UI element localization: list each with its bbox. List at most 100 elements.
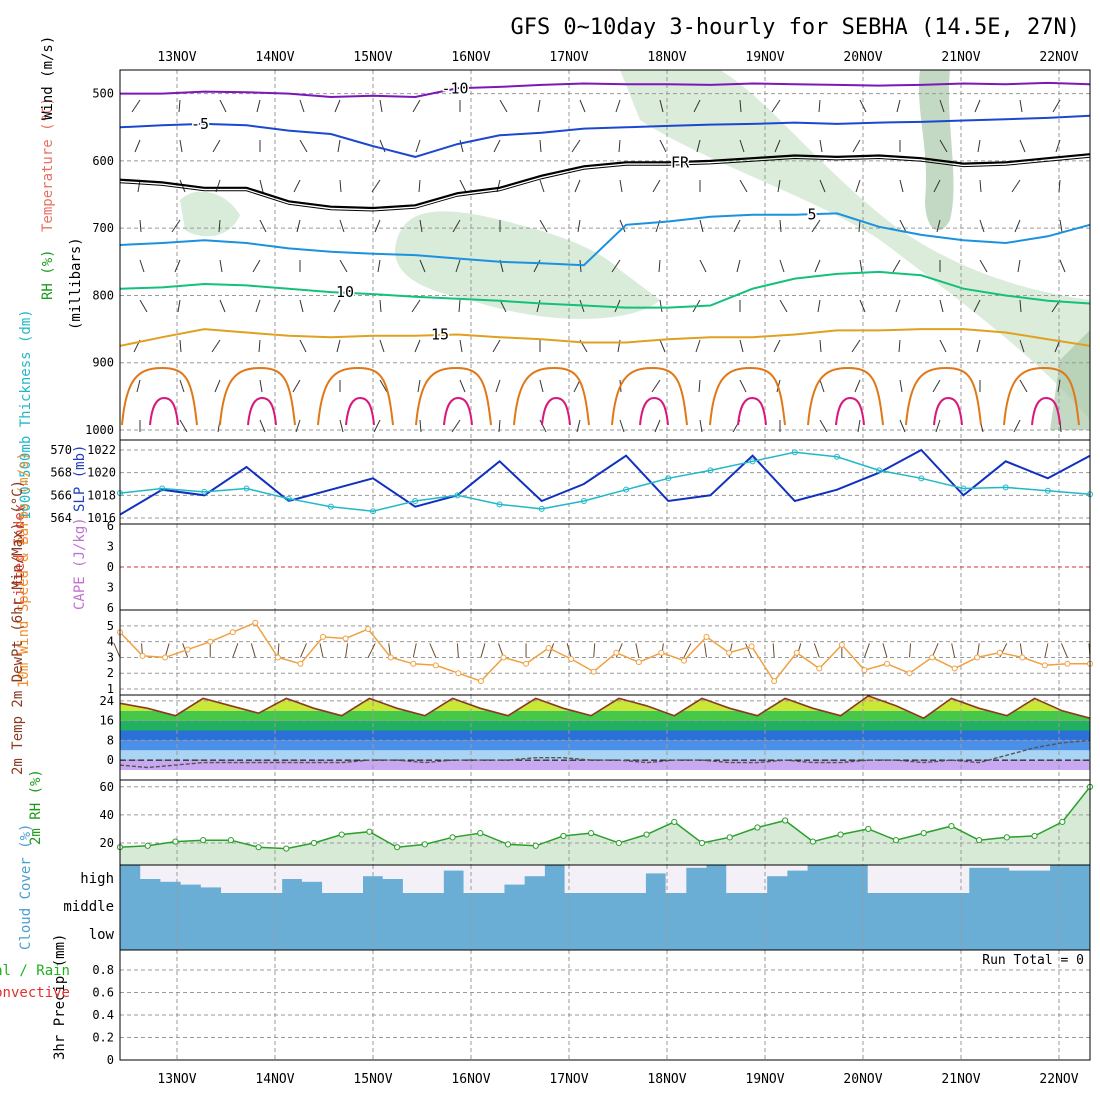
wind10m-ytick: 2 xyxy=(107,666,114,680)
wind-barb xyxy=(977,139,981,153)
wind10m-barb xyxy=(1060,643,1068,658)
wind-barb xyxy=(939,99,945,113)
wind-barb xyxy=(1017,259,1021,273)
rh2m-point xyxy=(1031,832,1038,840)
wind10m-label: 10m Wind Speed & Barbs (m/s) xyxy=(16,452,32,688)
wind10m-point xyxy=(320,633,327,640)
rh2m-point xyxy=(671,818,678,826)
wind-barb xyxy=(819,379,825,393)
wind-barb xyxy=(252,259,261,273)
isotherm-25-line xyxy=(345,396,375,426)
wind-barb xyxy=(211,339,221,353)
wind-barb xyxy=(571,139,581,153)
wind10m-point xyxy=(568,656,575,663)
cloud-high-bar xyxy=(160,865,182,882)
rh-shade xyxy=(620,70,1090,420)
thickness-point xyxy=(665,475,672,482)
wind-barb xyxy=(339,259,348,273)
cloud-ytick: high xyxy=(80,871,114,887)
wind10m-point xyxy=(477,678,484,685)
wind-barb xyxy=(1014,219,1021,233)
wind-barb xyxy=(371,179,381,193)
rh2m-point xyxy=(200,837,207,844)
wind-barb xyxy=(854,379,861,393)
rh2m-point xyxy=(394,844,401,851)
wind-barb xyxy=(774,139,781,153)
cloud-high-bar xyxy=(322,865,343,893)
rh2m-point xyxy=(726,834,733,841)
wind10m-point xyxy=(726,649,733,656)
upper-air-ylabel-wind: Wind (m/s) xyxy=(40,36,56,120)
wind-barb xyxy=(492,339,501,353)
wind-barb xyxy=(1057,379,1061,393)
cloud-high-bar xyxy=(524,865,545,877)
isotherm-label: 10 xyxy=(336,283,354,301)
rh2m-point xyxy=(310,839,318,847)
wind-barb xyxy=(614,299,621,313)
upper-air-ytick: 900 xyxy=(92,356,114,370)
cloud-high-bar xyxy=(1009,865,1030,871)
wind-barb xyxy=(536,299,541,313)
thickness-point xyxy=(960,485,967,492)
wind10m-barb xyxy=(593,643,596,658)
temp2m-ytick: 24 xyxy=(100,694,114,708)
wind-barb xyxy=(659,339,666,353)
wind10m-barb xyxy=(909,643,912,658)
thickness-point xyxy=(580,498,587,504)
cloud-high-bar xyxy=(625,865,646,893)
cloud-label: Cloud Cover (%) xyxy=(18,824,34,950)
rh2m-fill xyxy=(120,786,1090,865)
thickness-point xyxy=(791,449,798,456)
thickness-line xyxy=(119,451,1091,512)
wind10m-point xyxy=(523,660,530,667)
wind-barb xyxy=(459,179,467,193)
upper-air-ylabel-temp: Temperature (°C) xyxy=(40,97,56,232)
wind-barb xyxy=(379,139,386,153)
temp2m-label: 2m Temp 2m DewPt (6hr Min/Max) (°C) xyxy=(10,480,26,775)
thickness-point xyxy=(201,488,208,495)
wind10m-point xyxy=(613,649,620,656)
wind-barb xyxy=(857,419,861,433)
wind-barb xyxy=(619,179,623,193)
date-label-top: 22NOV xyxy=(1039,50,1078,65)
wind-barb xyxy=(299,339,307,353)
wind-barb xyxy=(339,419,344,433)
wind-barb xyxy=(415,139,421,153)
wind10m-barb xyxy=(412,643,417,658)
date-label-bottom: 20NOV xyxy=(843,1072,882,1087)
wind-barb xyxy=(374,219,381,233)
wind-barb xyxy=(733,219,741,233)
lifted-index-ytick: 0 xyxy=(107,560,114,574)
wind-barb xyxy=(499,299,507,313)
wind-barb xyxy=(533,259,541,273)
wind-barb xyxy=(1019,299,1022,313)
wind-barb xyxy=(771,99,781,113)
cloud-high-bar xyxy=(483,865,505,893)
wind-barb xyxy=(859,299,866,313)
wind-barb xyxy=(736,259,741,273)
thickness-point xyxy=(496,501,503,508)
wind10m-ytick: 4 xyxy=(107,635,114,649)
isotherm-line xyxy=(119,328,1091,347)
isotherm-line xyxy=(119,153,1091,210)
wind-barb xyxy=(259,419,266,433)
wind-barb xyxy=(458,299,461,313)
wind-barb xyxy=(459,339,463,353)
wind-barb xyxy=(419,259,426,273)
wind10m-barb xyxy=(232,643,239,658)
isotherm-20-line xyxy=(317,366,394,426)
wind-barb xyxy=(539,419,547,433)
wind-barb xyxy=(1059,219,1063,233)
precip-legend-total: Total / Rain xyxy=(0,963,70,979)
cloud-high-bar xyxy=(463,865,485,893)
wind10m-barb xyxy=(745,643,753,658)
wind-barb xyxy=(899,219,907,233)
rh2m-ytick: 20 xyxy=(100,836,114,850)
wind-barb xyxy=(219,99,227,113)
wind-barb xyxy=(936,219,941,233)
wind-barb xyxy=(419,219,423,233)
wind-barb xyxy=(259,219,267,233)
wind10m-point xyxy=(274,654,281,661)
wind-barb xyxy=(1052,99,1061,113)
